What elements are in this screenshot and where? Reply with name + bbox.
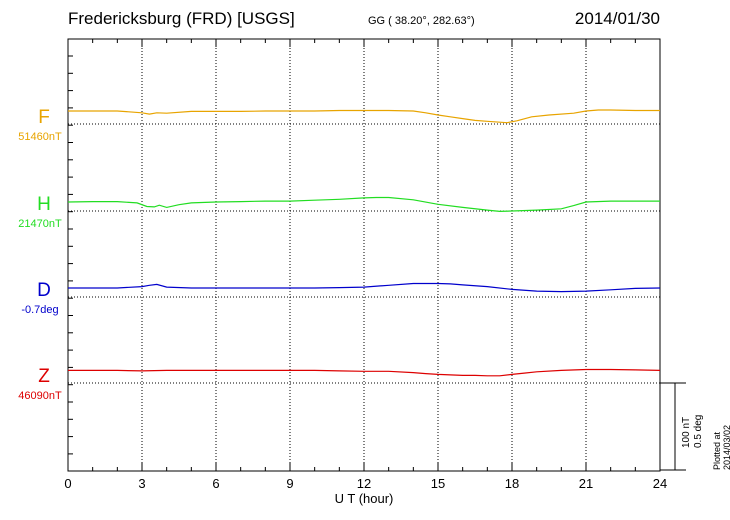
x-tick-label: 15 bbox=[431, 476, 445, 491]
x-tick-label: 9 bbox=[286, 476, 293, 491]
scale-bar-label: 100 nT 0.5 deg bbox=[681, 415, 705, 448]
series-label-z: Z bbox=[38, 366, 50, 387]
x-tick-label: 6 bbox=[212, 476, 219, 491]
x-axis-label: U T (hour) bbox=[335, 491, 394, 506]
x-tick-label: 21 bbox=[579, 476, 593, 491]
chart-title: Fredericksburg (FRD) [USGS] bbox=[68, 9, 295, 28]
trace-f bbox=[68, 109, 660, 124]
x-tick-label: 3 bbox=[138, 476, 145, 491]
series-baseline-z: 46090nT bbox=[18, 390, 62, 402]
x-tick-label: 18 bbox=[505, 476, 519, 491]
station-coordinates: GG ( 38.20°, 282.63°) bbox=[368, 15, 475, 27]
series-baseline-f: 51460nT bbox=[18, 131, 62, 143]
x-tick-label: 12 bbox=[357, 476, 371, 491]
series-baseline-d: -0.7deg bbox=[21, 304, 58, 316]
trace-d bbox=[68, 282, 661, 293]
trace-z bbox=[68, 368, 661, 377]
scale-deg-label: 0.5 deg bbox=[693, 414, 704, 448]
plotted-timestamp: Plotted at 2014/03/02 02:11 UT bbox=[712, 424, 730, 470]
chart-date: 2014/01/30 bbox=[574, 9, 660, 28]
scale-nt-label: 100 nT bbox=[681, 416, 692, 448]
x-tick-label: 0 bbox=[64, 476, 71, 491]
series-label-h: H bbox=[37, 194, 51, 215]
x-tick-label: 24 bbox=[653, 476, 667, 491]
trace-h bbox=[67, 196, 660, 213]
series-label-d: D bbox=[37, 280, 51, 301]
series-label-f: F bbox=[38, 107, 50, 128]
series-baseline-h: 21470nT bbox=[18, 218, 62, 230]
